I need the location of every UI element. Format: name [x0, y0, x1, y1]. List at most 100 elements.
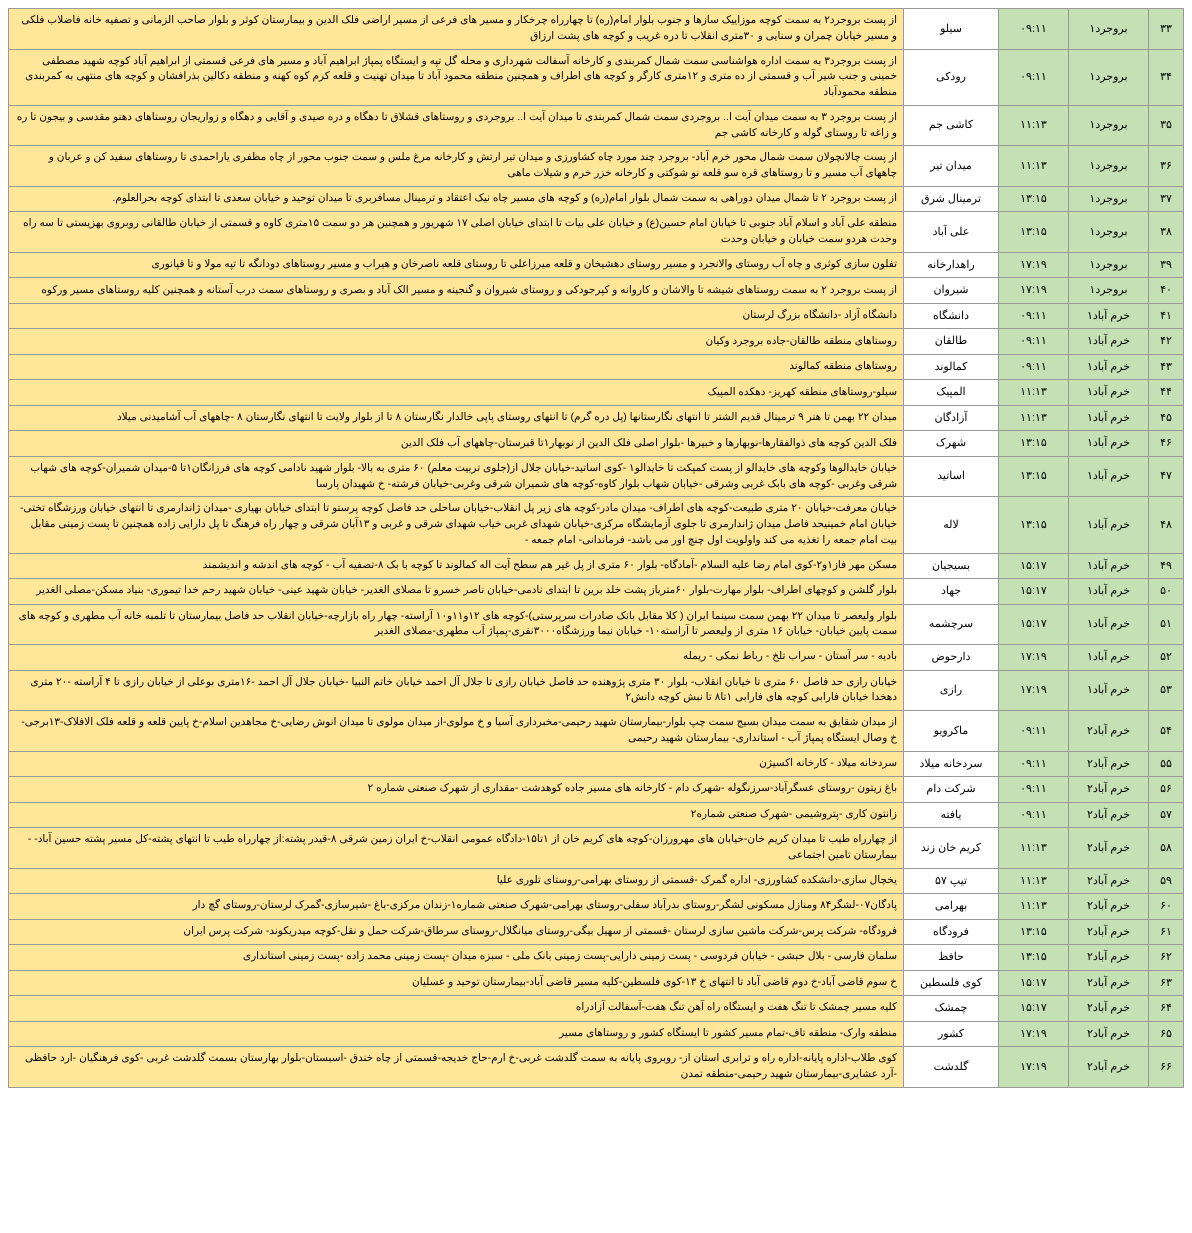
time-cell: ۱۱:۱۳ — [999, 868, 1069, 894]
table-row: ۴۲خرم آباد۱۰۹:۱۱طالقانروستاهای منطقه طال… — [9, 329, 1184, 355]
row-number: ۴۶ — [1149, 431, 1184, 457]
area-cell: فرودگاه — [904, 919, 999, 945]
row-number: ۵۰ — [1149, 579, 1184, 605]
area-cell: اساتید — [904, 456, 999, 497]
region-cell: خرم آباد۱ — [1069, 431, 1149, 457]
time-cell: ۰۹:۱۱ — [999, 303, 1069, 329]
table-row: ۴۴خرم آباد۱۱۱:۱۳المپیکسیلو-روستاهای منطق… — [9, 380, 1184, 406]
area-cell: آزادگان — [904, 405, 999, 431]
row-number: ۵۷ — [1149, 802, 1184, 828]
time-cell: ۰۹:۱۱ — [999, 329, 1069, 355]
row-number: ۵۲ — [1149, 645, 1184, 671]
time-cell: ۰۹:۱۱ — [999, 802, 1069, 828]
description-cell: از چهارراه طیب تا میدان کریم خان-خیابان … — [9, 828, 904, 869]
description-cell: خ سوم قاضی آباد-خ دوم قاضی آباد تا انتها… — [9, 970, 904, 996]
description-cell: از میدان شقایق به سمت میدان بسیج سمت چپ … — [9, 711, 904, 752]
region-cell: بروجرد۱ — [1069, 252, 1149, 278]
time-cell: ۰۹:۱۱ — [999, 777, 1069, 803]
time-cell: ۱۱:۱۳ — [999, 146, 1069, 187]
area-cell: راهدارخانه — [904, 252, 999, 278]
table-row: ۶۱خرم آباد۲۱۳:۱۵فرودگاهفرودگاه- شرکت پرس… — [9, 919, 1184, 945]
area-cell: کاشی جم — [904, 105, 999, 146]
table-row: ۵۳خرم آباد۱۱۷:۱۹رازیخیابان رازی حد فاصل … — [9, 670, 1184, 711]
table-row: ۵۱خرم آباد۱۱۵:۱۷سرچشمهبلوار ولیعصر تا می… — [9, 604, 1184, 645]
description-cell: فلک الدین کوچه های ذوالفقارها-نوبهارها و… — [9, 431, 904, 457]
table-row: ۳۸بروجرد۱۱۳:۱۵علی آبادمنطقه علی آباد و ا… — [9, 212, 1184, 253]
region-cell: بروجرد۱ — [1069, 49, 1149, 105]
table-row: ۵۵خرم آباد۲۰۹:۱۱سردخانه میلادسردخانه میل… — [9, 751, 1184, 777]
table-row: ۵۹خرم آباد۲۱۱:۱۳تیپ ۵۷یخچال سازی-دانشکده… — [9, 868, 1184, 894]
time-cell: ۰۹:۱۱ — [999, 9, 1069, 50]
region-cell: خرم آباد۱ — [1069, 303, 1149, 329]
area-cell: ترمینال شرق — [904, 186, 999, 212]
area-cell: سردخانه میلاد — [904, 751, 999, 777]
row-number: ۴۵ — [1149, 405, 1184, 431]
table-row: ۵۰خرم آباد۱۱۵:۱۷جهادبلوار گلشن و کوچهای … — [9, 579, 1184, 605]
area-cell: بسیجیان — [904, 553, 999, 579]
region-cell: بروجرد۱ — [1069, 212, 1149, 253]
region-cell: خرم آباد۱ — [1069, 604, 1149, 645]
description-cell: منطقه علی آباد و اسلام آباد جنوبی تا خیا… — [9, 212, 904, 253]
description-cell: از پست بروجرد ۲ به سمت روستاهای شیشه تا … — [9, 278, 904, 304]
table-row: ۴۰بروجرد۱۱۷:۱۹شیرواناز پست بروجرد ۲ به س… — [9, 278, 1184, 304]
table-row: ۶۴خرم آباد۲۱۵:۱۷چمشککلیه مسیر چمشک تا تن… — [9, 996, 1184, 1022]
row-number: ۴۲ — [1149, 329, 1184, 355]
area-cell: کمالوند — [904, 354, 999, 380]
description-cell: پادگان۰۷-لشگر۸۴ ومنازل مسکونی لشگر-روستا… — [9, 894, 904, 920]
description-cell: بلوار گلشن و کوچهای اطراف- بلوار مهارت-ب… — [9, 579, 904, 605]
time-cell: ۱۳:۱۵ — [999, 186, 1069, 212]
time-cell: ۱۳:۱۵ — [999, 497, 1069, 553]
area-cell: تیپ ۵۷ — [904, 868, 999, 894]
description-cell: تفلون سازی کوثری و چاه آب روستای والانجر… — [9, 252, 904, 278]
description-cell: روستاهای منطقه کمالوند — [9, 354, 904, 380]
row-number: ۴۹ — [1149, 553, 1184, 579]
row-number: ۶۵ — [1149, 1021, 1184, 1047]
region-cell: خرم آباد۲ — [1069, 1047, 1149, 1088]
table-row: ۳۶بروجرد۱۱۱:۱۳میدان تیراز پست چالانچولان… — [9, 146, 1184, 187]
description-cell: سردخانه میلاد - کارخانه اکسیژن — [9, 751, 904, 777]
description-cell: از پست بروجرد ۲ تا شمال میدان دوراهی به … — [9, 186, 904, 212]
area-cell: سیلو — [904, 9, 999, 50]
region-cell: بروجرد۱ — [1069, 9, 1149, 50]
table-row: ۶۵خرم آباد۲۱۷:۱۹کشورمنطقه وارک- منطقه تا… — [9, 1021, 1184, 1047]
region-cell: خرم آباد۲ — [1069, 1021, 1149, 1047]
time-cell: ۱۷:۱۹ — [999, 252, 1069, 278]
region-cell: خرم آباد۱ — [1069, 456, 1149, 497]
region-cell: خرم آباد۲ — [1069, 868, 1149, 894]
row-number: ۵۶ — [1149, 777, 1184, 803]
description-cell: منطقه وارک- منطقه تاف-تمام مسیر کشور تا … — [9, 1021, 904, 1047]
table-row: ۳۵بروجرد۱۱۱:۱۳کاشی جماز پست بروجرد ۳ به … — [9, 105, 1184, 146]
description-cell: مسکن مهر فاز۱و۲-کوی امام رضا علیه السلام… — [9, 553, 904, 579]
row-number: ۳۶ — [1149, 146, 1184, 187]
table-row: ۴۷خرم آباد۱۱۳:۱۵اساتیدخیابان خایدالوها و… — [9, 456, 1184, 497]
table-row: ۵۶خرم آباد۲۰۹:۱۱شرکت دامباغ زیتون -روستا… — [9, 777, 1184, 803]
region-cell: خرم آباد۱ — [1069, 405, 1149, 431]
row-number: ۳۴ — [1149, 49, 1184, 105]
row-number: ۶۳ — [1149, 970, 1184, 996]
row-number: ۳۸ — [1149, 212, 1184, 253]
area-cell: حافظ — [904, 945, 999, 971]
row-number: ۵۹ — [1149, 868, 1184, 894]
area-cell: شرکت دام — [904, 777, 999, 803]
region-cell: خرم آباد۲ — [1069, 711, 1149, 752]
time-cell: ۱۷:۱۹ — [999, 645, 1069, 671]
time-cell: ۱۷:۱۹ — [999, 1047, 1069, 1088]
table-row: ۶۳خرم آباد۲۱۵:۱۷کوی فلسطینخ سوم قاضی آبا… — [9, 970, 1184, 996]
description-cell: باغ زیتون -روستای عسگرآباد-سرزنگوله -شهر… — [9, 777, 904, 803]
area-cell: جهاد — [904, 579, 999, 605]
region-cell: خرم آباد۲ — [1069, 945, 1149, 971]
time-cell: ۰۹:۱۱ — [999, 354, 1069, 380]
region-cell: خرم آباد۱ — [1069, 553, 1149, 579]
region-cell: بروجرد۱ — [1069, 278, 1149, 304]
time-cell: ۱۱:۱۳ — [999, 405, 1069, 431]
time-cell: ۱۳:۱۵ — [999, 919, 1069, 945]
time-cell: ۱۵:۱۷ — [999, 579, 1069, 605]
area-cell: رودکی — [904, 49, 999, 105]
description-cell: خیابان خایدالوها وکوچه های خایدالو از پس… — [9, 456, 904, 497]
region-cell: خرم آباد۲ — [1069, 996, 1149, 1022]
table-row: ۵۷خرم آباد۲۰۹:۱۱یافتهزانتون کاری -پتروشی… — [9, 802, 1184, 828]
description-cell: سیلو-روستاهای منطقه کهریز- دهکده المپیک — [9, 380, 904, 406]
description-cell: فرودگاه- شرکت پرس-شرکت ماشین سازی لرستان… — [9, 919, 904, 945]
schedule-table: ۳۳بروجرد۱۰۹:۱۱سیلواز پست بروجرد۲ به سمت … — [8, 8, 1184, 1088]
region-cell: بروجرد۱ — [1069, 146, 1149, 187]
